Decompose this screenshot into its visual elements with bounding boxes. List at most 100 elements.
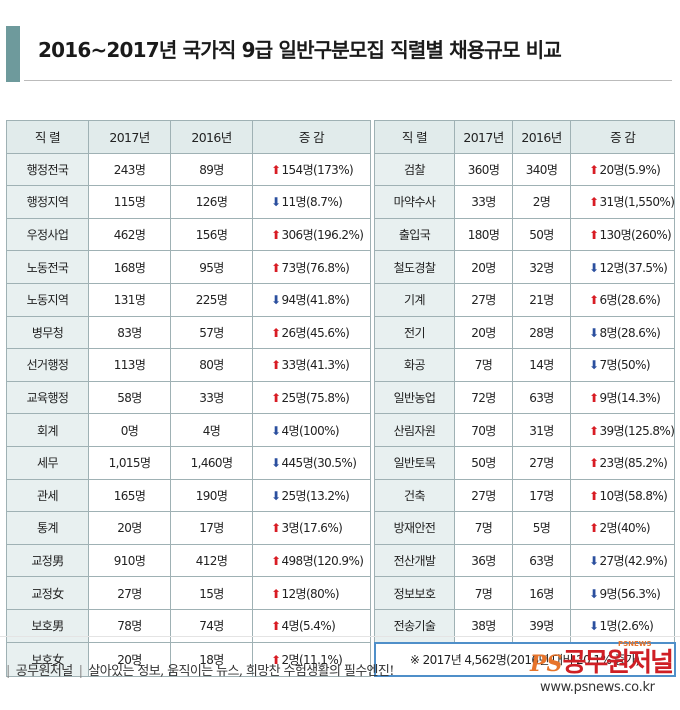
change-cell: ⬆73명(76.8%) <box>252 250 371 284</box>
change-cell: ⬇11명(8.7%) <box>252 185 371 219</box>
change-value: 2명(40%) <box>599 521 650 536</box>
change-value: 445명(30.5%) <box>281 456 357 471</box>
count-2017-cell: 58명 <box>88 380 171 415</box>
count-2017-cell: 38명 <box>454 608 513 644</box>
count-2017-cell: 131명 <box>88 282 171 317</box>
count-2017-cell: 7명 <box>454 576 513 610</box>
job-name-cell: 선거행정 <box>6 348 89 382</box>
count-2017-cell: 7명 <box>454 511 513 545</box>
arrow-up-icon: ⬆ <box>589 195 599 210</box>
arrow-up-icon: ⬆ <box>589 456 599 471</box>
change-value: 12명(37.5%) <box>599 260 668 275</box>
table-row: 노동지역 131명 225명 ⬇94명(41.8%) 기계 27명 21명 ⬆6명(28.6%… <box>6 282 676 317</box>
change-value: 9명(56.3%) <box>599 586 661 601</box>
change-cell: ⬆9명(14.3%) <box>569 380 676 415</box>
header-name: 직 렬 <box>6 120 89 154</box>
count-2016-cell: 1,460명 <box>170 445 253 480</box>
job-name-cell: 행정전국 <box>6 152 89 187</box>
column-gap <box>370 413 375 447</box>
change-cell: ⬆26명(45.6%) <box>252 315 371 350</box>
footer-slogan-line: | 공무원저널 | 살아있는 정보, 움직이는 뉴스, 희망찬 수험생활의 필수엔진! <box>0 660 395 679</box>
count-2017-cell: 27명 <box>454 478 513 513</box>
count-2016-cell: 95명 <box>170 250 253 284</box>
job-name-cell: 철도경찰 <box>374 250 455 284</box>
table-row: 행정지역 115명 126명 ⬇11명(8.7%) 마약수사 33명 2명 ⬆31명(1,55… <box>6 185 676 219</box>
count-2016-cell: 412명 <box>170 543 253 578</box>
job-name-cell: 마약수사 <box>374 185 455 219</box>
count-2016-cell: 340명 <box>512 152 571 187</box>
separator: | <box>6 664 10 679</box>
job-name-cell: 세무 <box>6 445 89 480</box>
job-name-cell: 검찰 <box>374 152 455 187</box>
change-value: 12명(80%) <box>281 586 340 601</box>
count-2016-cell: 225명 <box>170 282 253 317</box>
arrow-up-icon: ⬆ <box>271 619 281 634</box>
change-cell: ⬆39명(125.8%) <box>569 413 676 447</box>
column-gap <box>370 153 375 186</box>
table-row: 교정男 910명 412명 ⬆498명(120.9%) 전산개발 36명 63명 ⬇27명(4… <box>6 543 676 578</box>
column-gap <box>370 316 375 349</box>
arrow-up-icon: ⬆ <box>589 293 599 308</box>
change-value: 1명(2.6%) <box>599 619 654 634</box>
count-2016-cell: 39명 <box>512 608 571 644</box>
arrow-up-icon: ⬆ <box>589 162 599 177</box>
column-gap <box>370 479 375 512</box>
count-2017-cell: 70명 <box>454 413 513 447</box>
header-2016: 2016년 <box>170 120 253 154</box>
change-cell: ⬆3명(17.6%) <box>252 511 371 545</box>
footer-slogan: 살아있는 정보, 움직이는 뉴스, 희망찬 수험생활의 필수엔진! <box>88 664 394 679</box>
change-value: 154명(173%) <box>281 162 354 177</box>
column-gap <box>370 283 375 317</box>
job-name-cell: 교육행정 <box>6 380 89 415</box>
change-value: 498명(120.9%) <box>281 554 364 569</box>
change-cell: ⬆2명(11.1%) <box>252 642 371 677</box>
count-2016-cell: 156명 <box>170 217 253 252</box>
header-name: 직 렬 <box>374 120 455 154</box>
change-cell: ⬆20명(5.9%) <box>569 152 676 187</box>
count-2016-cell: 63명 <box>512 543 571 578</box>
header-2017: 2017년 <box>88 120 171 154</box>
arrow-up-icon: ⬆ <box>271 228 281 243</box>
table-row: 우정사업 462명 156명 ⬆306명(196.2%) 출입국 180명 50명 ⬆130명… <box>6 217 676 252</box>
change-cell: ⬇8명(28.6%) <box>569 315 676 350</box>
count-2016-cell: 27명 <box>512 445 571 480</box>
change-cell: ⬆31명(1,550%) <box>569 185 676 219</box>
change-value: 8명(28.6%) <box>599 325 661 340</box>
count-2016-cell: 14명 <box>512 348 571 382</box>
table-row: 노동전국 168명 95명 ⬆73명(76.8%) 철도경찰 20명 32명 ⬇12명(37.… <box>6 250 676 284</box>
change-value: 4명(100%) <box>281 423 340 438</box>
column-gap <box>370 381 375 414</box>
job-name-cell: 출입국 <box>374 217 455 252</box>
count-2017-cell: 20명 <box>454 250 513 284</box>
logo-small-text: PSNEWS <box>618 640 652 648</box>
job-name-cell: 전산개발 <box>374 543 455 578</box>
column-gap <box>370 218 375 251</box>
change-cell: ⬇27명(42.9%) <box>569 543 676 578</box>
count-2017-cell: 83명 <box>88 315 171 350</box>
change-cell: ⬆6명(28.6%) <box>569 282 676 317</box>
change-cell: ⬇25명(13.2%) <box>252 478 371 513</box>
logo-name: 공무원저널 <box>562 648 674 678</box>
count-2017-cell: 0명 <box>88 413 171 447</box>
arrow-up-icon: ⬆ <box>271 554 281 569</box>
job-name-cell: 화공 <box>374 348 455 382</box>
count-2016-cell: 17명 <box>512 478 571 513</box>
count-2017-cell: 243명 <box>88 152 171 187</box>
job-name-cell: 건축 <box>374 478 455 513</box>
arrow-down-icon: ⬇ <box>589 260 599 275</box>
change-cell: ⬆498명(120.9%) <box>252 543 371 578</box>
change-cell: ⬆33명(41.3%) <box>252 348 371 382</box>
job-name-cell: 행정지역 <box>6 185 89 219</box>
change-value: 25명(13.2%) <box>281 488 350 503</box>
count-2016-cell: 57명 <box>170 315 253 350</box>
job-name-cell: 일반농업 <box>374 380 455 415</box>
job-name-cell: 교정男 <box>6 543 89 578</box>
change-cell: ⬆2명(40%) <box>569 511 676 545</box>
count-2017-cell: 27명 <box>88 576 171 610</box>
count-2016-cell: 18명 <box>170 642 253 677</box>
count-2017-cell: 165명 <box>88 478 171 513</box>
arrow-up-icon: ⬆ <box>271 391 281 406</box>
job-name-cell: 노동지역 <box>6 282 89 317</box>
count-2017-cell: 113명 <box>88 348 171 382</box>
count-2016-cell: 190명 <box>170 478 253 513</box>
